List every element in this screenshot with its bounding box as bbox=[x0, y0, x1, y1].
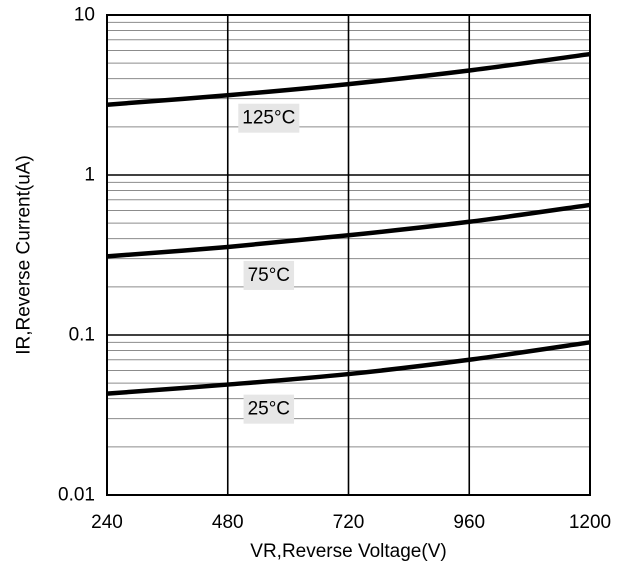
curve-label-text: 75°C bbox=[248, 265, 290, 286]
series-line-2 bbox=[106, 340, 591, 396]
y-tick-label: 1 bbox=[84, 165, 95, 186]
x-tick-label: 960 bbox=[453, 512, 485, 533]
curve-label-box bbox=[243, 394, 295, 424]
grid bbox=[106, 14, 591, 496]
x-axis-title: VR,Reverse Voltage(V) bbox=[250, 541, 446, 562]
series-line-0 bbox=[106, 51, 591, 107]
plot-frame bbox=[106, 14, 591, 496]
x-tick-label: 720 bbox=[333, 512, 365, 533]
x-tick-label: 480 bbox=[212, 512, 244, 533]
x-tick-label: 240 bbox=[91, 512, 123, 533]
curve-label-0: 125°C bbox=[238, 103, 300, 133]
curve-label-text: 25°C bbox=[248, 399, 290, 420]
y-tick-label: 0.01 bbox=[58, 485, 95, 506]
curve-label-1: 75°C bbox=[243, 260, 295, 290]
y-axis-title: IR,Reverse Current(uA) bbox=[14, 155, 35, 355]
x-tick-labels: 240 480 720 960 1200 bbox=[91, 512, 611, 533]
x-tick-label: 1200 bbox=[569, 512, 611, 533]
y-tick-labels: 0.01 0.1 1 10 bbox=[58, 5, 95, 506]
curve-label-box bbox=[243, 260, 295, 290]
y-tick-label: 0.1 bbox=[69, 325, 95, 346]
curve-labels: 125°C 75°C 25°C bbox=[238, 103, 300, 424]
y-tick-label: 10 bbox=[74, 5, 95, 26]
curve-label-text: 125°C bbox=[242, 108, 295, 129]
series-line-1 bbox=[106, 202, 591, 259]
curve-label-2: 25°C bbox=[243, 394, 295, 424]
plot-border bbox=[106, 14, 591, 496]
curve-label-box bbox=[238, 103, 300, 133]
series-lines bbox=[106, 51, 591, 396]
